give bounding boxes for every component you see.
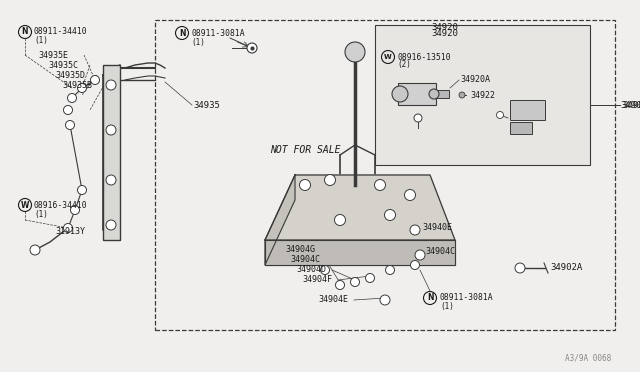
Text: N: N	[179, 29, 185, 38]
Text: (1): (1)	[34, 209, 48, 218]
Circle shape	[404, 189, 415, 201]
Text: (2): (2)	[397, 61, 411, 70]
Circle shape	[380, 295, 390, 305]
Bar	[103, 65, 120, 240]
Text: 08911-3081A: 08911-3081A	[191, 29, 244, 38]
Text: 34904C: 34904C	[290, 256, 320, 264]
Circle shape	[415, 250, 425, 260]
Circle shape	[300, 180, 310, 190]
Text: 34940E: 34940E	[422, 224, 452, 232]
Circle shape	[106, 220, 116, 230]
Text: 34935: 34935	[193, 100, 220, 109]
Text: 34904E: 34904E	[318, 295, 348, 305]
Text: 08916-34410: 08916-34410	[34, 201, 88, 209]
Text: (1): (1)	[440, 302, 454, 311]
Circle shape	[90, 76, 99, 84]
Text: 34904G: 34904G	[285, 246, 315, 254]
Circle shape	[335, 280, 344, 289]
Text: (1): (1)	[34, 36, 48, 45]
Circle shape	[392, 86, 408, 102]
Text: 08911-34410: 08911-34410	[34, 28, 88, 36]
Circle shape	[365, 273, 374, 282]
Circle shape	[70, 205, 79, 215]
Bar	[434, 90, 449, 98]
Circle shape	[63, 106, 72, 115]
Circle shape	[410, 225, 420, 235]
Circle shape	[30, 245, 40, 255]
Text: (1): (1)	[191, 38, 205, 46]
Circle shape	[106, 125, 116, 135]
Circle shape	[497, 112, 504, 119]
Text: 34935E: 34935E	[38, 51, 68, 60]
Bar	[375, 25, 590, 165]
Circle shape	[106, 80, 116, 90]
Circle shape	[414, 114, 422, 122]
Circle shape	[77, 83, 86, 93]
Text: 34922: 34922	[470, 90, 495, 99]
Circle shape	[345, 42, 365, 62]
Bar	[398, 83, 436, 105]
Circle shape	[324, 174, 335, 186]
Text: 34935C: 34935C	[48, 61, 78, 70]
Circle shape	[65, 121, 74, 129]
Text: W: W	[21, 201, 29, 209]
Text: 08916-13510: 08916-13510	[397, 52, 451, 61]
Circle shape	[429, 89, 439, 99]
Text: 34935B: 34935B	[62, 80, 92, 90]
Circle shape	[77, 186, 86, 195]
Text: 34920: 34920	[431, 22, 458, 32]
Bar	[510, 122, 532, 134]
Text: NOT FOR SALE: NOT FOR SALE	[270, 145, 340, 155]
Circle shape	[335, 215, 346, 225]
Text: 34920A: 34920A	[460, 76, 490, 84]
Circle shape	[351, 278, 360, 286]
Circle shape	[67, 93, 77, 103]
Text: 34902: 34902	[620, 100, 640, 109]
Text: 34904D: 34904D	[296, 266, 326, 275]
Bar	[510, 100, 545, 120]
Text: 34902: 34902	[622, 100, 640, 109]
Text: 34935D: 34935D	[55, 71, 85, 80]
Polygon shape	[265, 240, 455, 265]
Circle shape	[515, 263, 525, 273]
Text: 34920: 34920	[431, 29, 458, 38]
Text: A3/9A 0068: A3/9A 0068	[565, 353, 611, 362]
Circle shape	[321, 266, 330, 275]
Circle shape	[106, 175, 116, 185]
Circle shape	[385, 266, 394, 275]
Text: 34904F: 34904F	[302, 276, 332, 285]
Circle shape	[374, 180, 385, 190]
Circle shape	[410, 260, 419, 269]
Polygon shape	[265, 175, 295, 265]
Circle shape	[63, 224, 72, 232]
Polygon shape	[265, 175, 455, 240]
Circle shape	[247, 43, 257, 53]
Text: 34904C: 34904C	[425, 247, 455, 257]
Text: 31913Y: 31913Y	[55, 228, 85, 237]
Text: 08911-3081A: 08911-3081A	[440, 294, 493, 302]
Text: N: N	[22, 28, 28, 36]
Circle shape	[459, 92, 465, 98]
Text: W: W	[384, 54, 392, 60]
Text: N: N	[427, 294, 433, 302]
Circle shape	[385, 209, 396, 221]
Bar	[155, 20, 615, 330]
Text: 34902A: 34902A	[550, 263, 582, 273]
